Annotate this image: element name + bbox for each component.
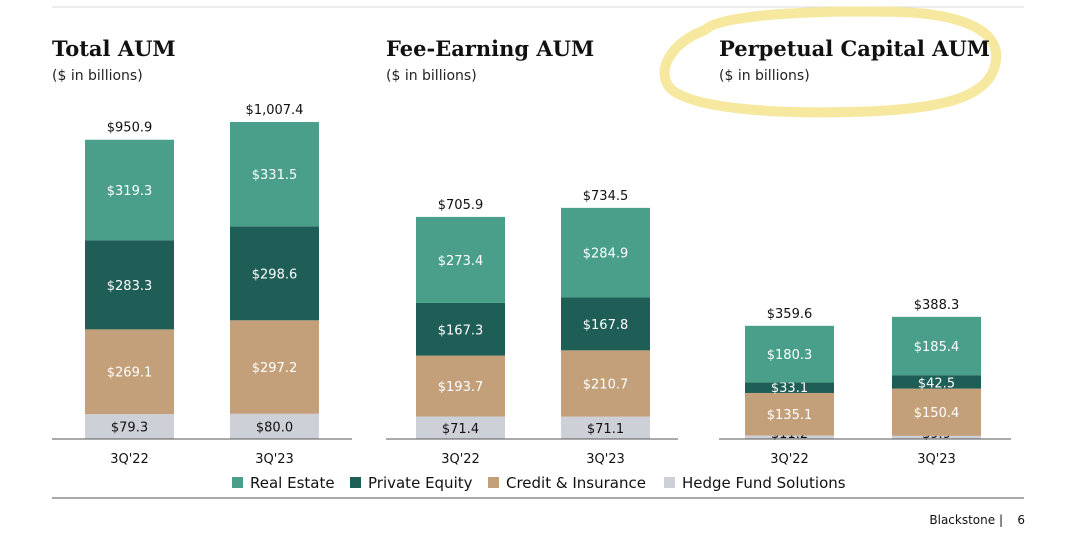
data-label: $79.3: [111, 421, 148, 436]
bar-segment: [230, 413, 319, 439]
bar-segment: [85, 329, 174, 415]
chart-title: Fee-Earning AUM: [386, 36, 594, 61]
chart-subtitle: ($ in billions): [52, 68, 143, 84]
legend-label: Private Equity: [368, 474, 473, 492]
data-label: $319.3: [107, 184, 153, 199]
data-label: $180.3: [767, 348, 813, 363]
bar-segment: [745, 382, 834, 393]
chart-title: Total AUM: [52, 36, 176, 61]
data-label: $42.5: [918, 377, 955, 392]
category-label: 3Q'22: [770, 452, 809, 467]
legend-item: Real Estate: [232, 474, 335, 492]
footer-page-number: 6: [1017, 513, 1025, 527]
bar-segment: [561, 297, 650, 351]
legend-swatch: [232, 477, 243, 488]
legend-item: Credit & Insurance: [488, 474, 646, 492]
category-label: 3Q'22: [441, 452, 480, 467]
category-label: 3Q'22: [110, 452, 149, 467]
highlight-circle: [659, 6, 1002, 118]
data-label: $80.0: [256, 420, 293, 435]
total-label: $1,007.4: [246, 103, 304, 118]
chart-panel-1: Total AUM ($ in billions) $79.3 $269.1 $283.…: [52, 36, 352, 467]
data-label: $283.3: [107, 279, 153, 294]
data-label: $71.4: [442, 422, 479, 437]
total-label: $705.9: [438, 198, 484, 213]
data-label: $269.1: [107, 366, 153, 381]
legend-label: Credit & Insurance: [506, 474, 646, 492]
bar-segment: [416, 416, 505, 439]
bar-segment: [745, 392, 834, 436]
bar-segment: [892, 435, 981, 439]
total-label: $388.3: [914, 298, 960, 313]
bar-segment: [561, 350, 650, 417]
bar-segment: [416, 216, 505, 303]
bar-segment: [745, 325, 834, 383]
bar-segment: [892, 388, 981, 436]
chart-title: Perpetual Capital AUM: [719, 36, 990, 61]
data-label: $150.4: [914, 406, 960, 421]
legend-item: Hedge Fund Solutions: [664, 474, 846, 492]
data-label: $33.1: [771, 381, 808, 396]
chart-panel-3: Perpetual Capital AUM($ in billions)$11.…: [719, 36, 1011, 467]
legend-label: Real Estate: [250, 474, 335, 492]
chart-subtitle: ($ in billions): [386, 68, 477, 84]
total-label: $359.6: [767, 307, 813, 322]
data-label: $273.4: [438, 254, 484, 269]
bar-segment: [230, 122, 319, 227]
chart-subtitle: ($ in billions): [719, 68, 810, 84]
footer-brand: Blackstone |: [929, 513, 1003, 527]
bar-segment: [85, 414, 174, 439]
bar-segment: [416, 355, 505, 417]
category-label: 3Q'23: [917, 452, 956, 467]
data-label: $167.3: [438, 323, 484, 338]
chart-panel-2: Fee-Earning AUM ($ in billions) $71.4 $193.…: [386, 36, 678, 467]
bar-segment: [745, 435, 834, 439]
legend-label: Hedge Fund Solutions: [682, 474, 846, 492]
legend-swatch: [488, 477, 499, 488]
data-label: $193.7: [438, 380, 484, 395]
legend-swatch: [350, 477, 361, 488]
data-label: $210.7: [583, 377, 629, 392]
bar-segment: [892, 316, 981, 376]
category-label: 3Q'23: [586, 452, 625, 467]
data-label: $135.1: [767, 408, 813, 423]
legend-item: Private Equity: [350, 474, 473, 492]
data-label: $331.5: [252, 168, 298, 183]
bar-segment: [85, 139, 174, 241]
legend-swatch: [664, 477, 675, 488]
data-label: $185.4: [914, 340, 960, 355]
bar-segment: [230, 320, 319, 414]
total-label: $950.9: [107, 121, 153, 136]
bar-segment: [561, 207, 650, 298]
data-label: $298.6: [252, 267, 298, 282]
bar-segment: [416, 302, 505, 356]
bar-segment: [85, 240, 174, 330]
bar-segment: [561, 416, 650, 439]
data-label: $284.9: [583, 247, 629, 262]
data-label: $167.8: [583, 318, 629, 333]
bar-segment: [892, 375, 981, 389]
data-label: $297.2: [252, 361, 298, 376]
bar-segment: [230, 226, 319, 321]
data-label: $71.1: [587, 422, 624, 437]
category-label: 3Q'23: [255, 452, 294, 467]
total-label: $734.5: [583, 189, 629, 204]
